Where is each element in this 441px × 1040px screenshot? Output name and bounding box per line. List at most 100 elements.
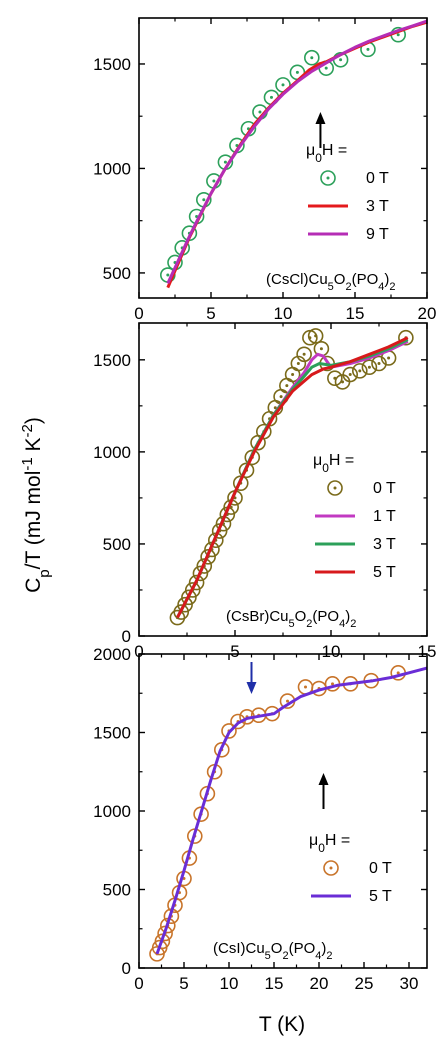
series-line-5t bbox=[176, 336, 409, 619]
y-tick-label: 0 bbox=[122, 959, 131, 978]
x-tick-label: 0 bbox=[134, 974, 143, 993]
series-line-9t bbox=[166, 19, 427, 285]
data-point bbox=[221, 723, 237, 739]
y-tick-label: 1000 bbox=[93, 443, 131, 462]
data-point bbox=[361, 359, 378, 375]
data-point-center bbox=[166, 273, 170, 277]
data-point bbox=[255, 423, 272, 440]
data-point-center bbox=[286, 699, 289, 703]
data-point bbox=[154, 933, 171, 950]
data-point bbox=[398, 329, 414, 346]
legend-label: 3 T bbox=[373, 536, 396, 553]
y-tick-label: 2000 bbox=[93, 645, 131, 664]
data-point-center bbox=[324, 66, 328, 70]
transition-arrow bbox=[318, 773, 329, 809]
data-point bbox=[296, 346, 312, 363]
panel-1: 0 5 10 15 20 500 1000 1500 μ0H = 0 T 3 T 9 T (CsCl)C… bbox=[93, 17, 437, 323]
x-tick-label: 5 bbox=[206, 304, 215, 323]
legend: μ0H = 0 T 3 T 9 T bbox=[306, 142, 389, 243]
y-tick-label: 1500 bbox=[93, 55, 131, 74]
data-point-center bbox=[296, 362, 300, 366]
x-tick-label: 0 bbox=[134, 304, 143, 323]
data-point bbox=[303, 49, 320, 66]
legend-title: μ0H = bbox=[313, 452, 354, 475]
legend-label: 9 T bbox=[366, 226, 389, 243]
data-point-center bbox=[310, 56, 314, 60]
plot-area bbox=[160, 19, 427, 289]
data-point bbox=[196, 558, 213, 574]
compound-label: (CsCl)Cu5O2(PO4)2 bbox=[266, 271, 396, 293]
data-point-center bbox=[331, 682, 334, 686]
y-tick-label: 1000 bbox=[93, 802, 131, 821]
data-point bbox=[230, 713, 246, 730]
x-tick-label: 15 bbox=[418, 642, 437, 661]
data-point bbox=[307, 328, 324, 344]
legend-label: 5 T bbox=[373, 564, 396, 581]
legend-title: μ0H = bbox=[306, 142, 347, 165]
transition-arrow bbox=[315, 112, 326, 148]
data-point-center bbox=[387, 356, 391, 360]
plot-area bbox=[149, 665, 427, 962]
data-point-center bbox=[339, 58, 343, 62]
legend-label: 3 T bbox=[366, 198, 389, 215]
y-axis-label: Cp/T (mJ mol-1 K-2) bbox=[19, 417, 53, 593]
data-point bbox=[290, 355, 307, 372]
data-point bbox=[327, 370, 343, 387]
y-tick-label: 1500 bbox=[93, 724, 131, 743]
x-tick-label: 25 bbox=[355, 974, 374, 993]
legend-marker bbox=[320, 170, 336, 186]
legend-marker bbox=[323, 860, 339, 876]
data-point bbox=[244, 449, 261, 466]
data-point bbox=[188, 574, 205, 591]
y-tick-label: 0 bbox=[122, 627, 131, 646]
legend: μ0H = 0 T 5 T bbox=[309, 832, 392, 905]
data-point bbox=[371, 355, 387, 372]
axes-frame bbox=[138, 653, 428, 969]
series-line-5t bbox=[155, 666, 427, 955]
compound-label: (CsI)Cu5O2(PO4)2 bbox=[213, 940, 333, 962]
data-point bbox=[177, 596, 193, 613]
legend-title: μ0H = bbox=[309, 832, 350, 855]
data-point-center bbox=[396, 671, 400, 675]
data-point bbox=[342, 366, 359, 383]
y-axis-label-text: Cp/T (mJ mol-1 K-2) bbox=[19, 417, 53, 593]
y-tick-label: 1500 bbox=[93, 351, 131, 370]
data-point-center bbox=[377, 362, 381, 366]
x-tick-label: 20 bbox=[418, 304, 437, 323]
legend-label: 0 T bbox=[366, 170, 389, 187]
data-point bbox=[200, 549, 216, 565]
x-tick-label: 15 bbox=[265, 974, 284, 993]
data-point-center bbox=[258, 110, 262, 114]
y-tick-label: 500 bbox=[103, 264, 131, 283]
data-point-center bbox=[291, 373, 295, 377]
data-point-center bbox=[367, 365, 371, 369]
data-point-center bbox=[202, 198, 206, 202]
x-tick-label: 15 bbox=[346, 304, 365, 323]
data-point bbox=[181, 589, 197, 606]
data-point-center bbox=[304, 685, 307, 689]
data-point bbox=[214, 741, 230, 758]
legend-label: 5 T bbox=[369, 888, 392, 905]
legend-label: 0 T bbox=[373, 480, 396, 497]
data-point bbox=[192, 565, 209, 582]
data-point-center bbox=[358, 369, 362, 373]
data-point bbox=[351, 363, 368, 379]
x-tick-label: 30 bbox=[400, 974, 419, 993]
data-point-center bbox=[212, 179, 216, 183]
data-point bbox=[193, 806, 209, 822]
legend: μ0H = 0 T 1 T 3 T 5 T bbox=[313, 452, 396, 581]
data-point-center bbox=[279, 395, 283, 399]
data-point-center bbox=[302, 352, 306, 356]
x-tick-label: 0 bbox=[134, 642, 143, 661]
data-point-center bbox=[285, 384, 289, 388]
data-point-center bbox=[319, 347, 323, 351]
x-tick-label: 10 bbox=[274, 304, 293, 323]
panel-2: 0 5 10 15 0 500 1000 1500 μ0H = 0 T 1 T 3 T 5 T (CsBr… bbox=[93, 322, 437, 661]
y-tick-label: 500 bbox=[103, 881, 131, 900]
x-tick-label: 20 bbox=[310, 974, 329, 993]
x-tick-label: 5 bbox=[179, 974, 188, 993]
series-line-3t bbox=[166, 20, 427, 289]
x-tick-label: 10 bbox=[220, 974, 239, 993]
